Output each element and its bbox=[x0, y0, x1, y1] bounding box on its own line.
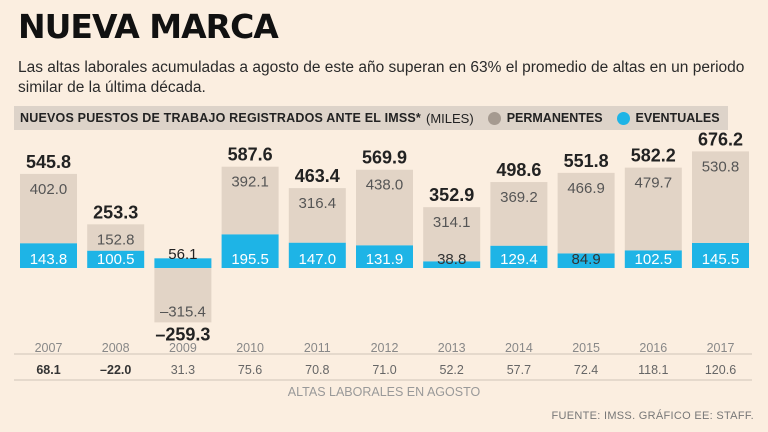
bar-permanent bbox=[87, 224, 145, 251]
altas-agosto-value: 31.3 bbox=[171, 363, 195, 377]
legend-heading: NUEVOS PUESTOS DE TRABAJO REGISTRADOS AN… bbox=[20, 111, 422, 125]
bar-eventual bbox=[624, 250, 682, 268]
bar-eventual bbox=[87, 250, 145, 268]
bar-permanent bbox=[356, 169, 413, 246]
altas-agosto-value: 75.6 bbox=[238, 363, 262, 377]
permanent-dot-icon bbox=[487, 111, 501, 125]
legend-bar: NUEVOS PUESTOS DE TRABAJO REGISTRADOS AN… bbox=[14, 106, 728, 130]
bar-eventual bbox=[154, 258, 212, 268]
altas-agosto-value: 52.2 bbox=[440, 363, 464, 377]
year-label: 2016 bbox=[639, 341, 667, 355]
altas-agosto-value: 68.1 bbox=[36, 363, 60, 377]
label-permanent: 152.8 bbox=[97, 231, 135, 248]
bar-permanent bbox=[692, 151, 749, 243]
legend-item-permanent: PERMANENTES bbox=[487, 111, 603, 125]
label-total: 676.2 bbox=[698, 130, 743, 149]
label-permanent: 369.2 bbox=[500, 189, 538, 206]
label-eventual: 195.5 bbox=[231, 251, 269, 268]
label-permanent: 438.0 bbox=[366, 177, 404, 194]
label-total: 569.9 bbox=[362, 148, 407, 168]
bar-eventual bbox=[356, 245, 413, 268]
source-note: FUENTE: IMSS. GRÁFICO EE: STAFF. bbox=[551, 410, 754, 422]
year-label: 2012 bbox=[371, 341, 399, 355]
label-total: 463.4 bbox=[295, 166, 340, 186]
altas-agosto-value: 72.4 bbox=[574, 363, 598, 377]
altas-agosto-value: 118.1 bbox=[638, 363, 668, 377]
label-eventual: 131.9 bbox=[366, 251, 404, 268]
bar-permanent bbox=[490, 182, 548, 246]
bar-eventual bbox=[288, 242, 346, 268]
year-label: 2015 bbox=[572, 341, 600, 355]
altas-agosto-label: ALTAS LABORALES EN AGOSTO bbox=[288, 385, 481, 399]
bar-permanent bbox=[423, 207, 481, 262]
bar-eventual bbox=[557, 253, 615, 268]
year-label: 2017 bbox=[707, 341, 735, 355]
year-label: 2013 bbox=[438, 341, 466, 355]
label-permanent: 392.1 bbox=[231, 174, 269, 191]
label-permanent: 466.9 bbox=[567, 180, 605, 197]
legend-item-eventual: EVENTUALES bbox=[616, 111, 720, 125]
year-label: 2009 bbox=[169, 341, 197, 355]
label-total: 545.8 bbox=[26, 152, 71, 172]
chart-title: NUEVA MARCA bbox=[18, 7, 279, 46]
label-total: 498.6 bbox=[496, 160, 541, 180]
year-label: 2010 bbox=[236, 341, 264, 355]
label-eventual: 143.8 bbox=[30, 251, 68, 268]
bar-eventual bbox=[490, 245, 548, 268]
year-label: 2014 bbox=[505, 341, 533, 355]
label-eventual: 100.5 bbox=[97, 251, 135, 268]
label-permanent: 402.0 bbox=[30, 181, 68, 198]
bar-permanent bbox=[20, 173, 77, 244]
label-total: 352.9 bbox=[429, 185, 474, 205]
label-total: 253.3 bbox=[93, 202, 138, 222]
label-permanent: –315.4 bbox=[160, 303, 206, 320]
bar-permanent bbox=[288, 188, 346, 243]
eventual-dot-icon bbox=[616, 111, 630, 125]
bar-eventual bbox=[423, 261, 481, 268]
stacked-bar-chart: 402.0 545.8 143.8 2007 68.1 152.8 253.3 100.5 20… bbox=[14, 130, 752, 399]
label-total: –259.3 bbox=[155, 324, 210, 344]
bar-eventual bbox=[221, 234, 279, 268]
label-eventual: 102.5 bbox=[635, 251, 673, 268]
year-label: 2008 bbox=[102, 341, 130, 355]
year-label: 2007 bbox=[35, 341, 63, 355]
label-permanent: 479.7 bbox=[635, 175, 673, 192]
label-eventual: 38.8 bbox=[437, 251, 466, 268]
bar-permanent bbox=[154, 268, 212, 323]
label-eventual: 129.4 bbox=[500, 251, 538, 268]
label-permanent: 316.4 bbox=[299, 195, 337, 212]
altas-agosto-value: 57.7 bbox=[507, 363, 531, 377]
chart-subtitle: Las altas laborales acumuladas a agosto … bbox=[18, 59, 745, 96]
label-total: 582.2 bbox=[631, 146, 676, 166]
bar-permanent bbox=[557, 172, 615, 254]
label-permanent: 530.8 bbox=[702, 158, 740, 175]
label-total: 551.8 bbox=[564, 151, 609, 171]
bar-eventual bbox=[20, 243, 77, 268]
legend-permanent-label: PERMANENTES bbox=[506, 111, 603, 125]
label-total: 587.6 bbox=[228, 145, 273, 165]
label-permanent: 314.1 bbox=[433, 214, 471, 231]
label-eventual: 56.1 bbox=[168, 246, 197, 263]
bar-eventual bbox=[692, 242, 749, 268]
altas-agosto-value: 120.6 bbox=[705, 363, 736, 377]
label-eventual: 84.9 bbox=[571, 251, 600, 268]
altas-agosto-value: 71.0 bbox=[372, 363, 396, 377]
altas-agosto-value: 70.8 bbox=[305, 363, 329, 377]
year-label: 2011 bbox=[304, 341, 331, 355]
bar-permanent bbox=[221, 166, 279, 235]
legend-eventual-label: EVENTUALES bbox=[635, 111, 720, 125]
label-eventual: 147.0 bbox=[299, 251, 337, 268]
bar-permanent bbox=[624, 167, 682, 251]
altas-agosto-value: –22.0 bbox=[100, 363, 131, 377]
legend-units: (MILES) bbox=[426, 110, 474, 126]
label-eventual: 145.5 bbox=[702, 251, 740, 268]
